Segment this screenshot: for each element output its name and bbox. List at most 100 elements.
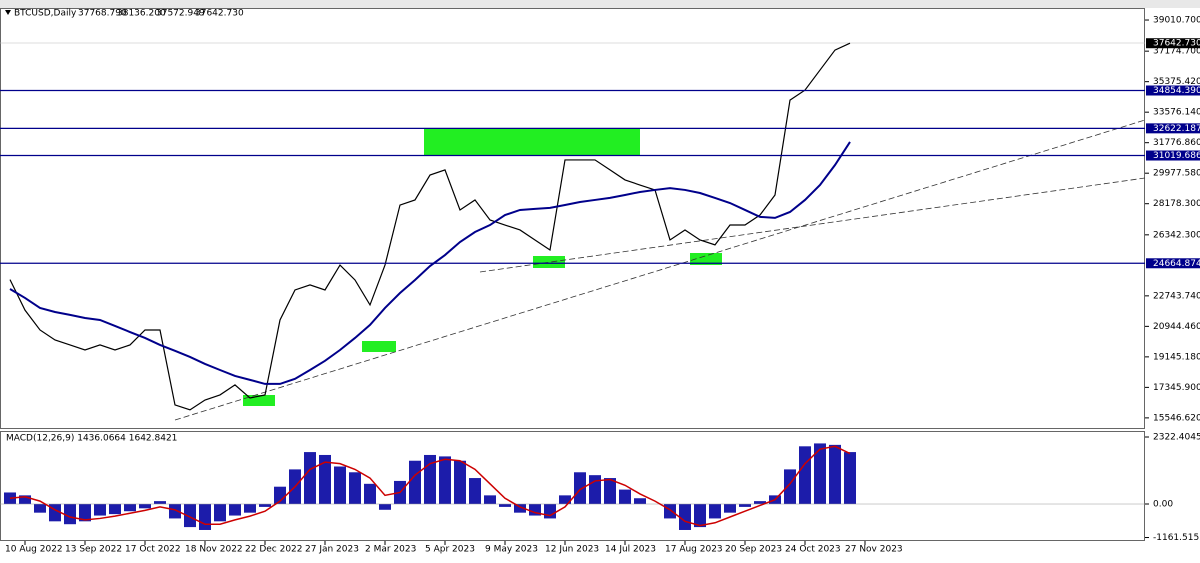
macd-bar bbox=[124, 504, 136, 512]
zone bbox=[424, 128, 640, 155]
x-tick-label: 22 Dec 2022 bbox=[245, 545, 303, 555]
macd-bar bbox=[619, 489, 631, 505]
x-tick-label: 13 Sep 2022 bbox=[65, 545, 122, 555]
level-label: 24664.874 bbox=[1153, 259, 1200, 269]
macd-bar bbox=[574, 472, 586, 505]
level-label: 31019.686 bbox=[1153, 151, 1200, 161]
trendline bbox=[174, 119, 1146, 421]
macd-bar bbox=[634, 498, 646, 505]
x-tick-label: 14 Jul 2023 bbox=[605, 545, 656, 555]
macd-bar bbox=[514, 504, 526, 513]
macd-bar bbox=[799, 446, 811, 505]
macd-bar bbox=[229, 504, 241, 516]
macd-title: MACD(12,26,9) 1436.0664 1642.8421 bbox=[6, 434, 177, 444]
y-tick-label: 0.00 bbox=[1153, 500, 1173, 510]
macd-bar bbox=[79, 504, 91, 522]
tab-bar bbox=[0, 0, 1200, 8]
macd-bar bbox=[199, 504, 211, 530]
y-tick-label: -1161.5153 bbox=[1153, 533, 1200, 543]
macd-bar bbox=[64, 504, 76, 525]
y-tick-label: 17345.900 bbox=[1153, 383, 1200, 393]
y-tick-label: 37174.700 bbox=[1153, 47, 1200, 57]
macd-bar bbox=[34, 504, 46, 513]
macd-bar bbox=[604, 478, 616, 505]
macd-bar bbox=[664, 504, 676, 519]
macd-bar bbox=[739, 504, 751, 507]
y-tick-label: 29977.580 bbox=[1153, 169, 1200, 179]
trendline bbox=[479, 177, 1146, 273]
macd-bar bbox=[244, 504, 256, 513]
menu-arrow bbox=[5, 10, 11, 15]
macd-bar bbox=[724, 504, 736, 513]
last-price-label: 37642.730 bbox=[1153, 39, 1200, 49]
y-tick-label: 31776.860 bbox=[1153, 138, 1200, 148]
macd-bar bbox=[709, 504, 721, 519]
level-label-box bbox=[1146, 150, 1200, 161]
y-tick-label: 15546.620 bbox=[1153, 413, 1200, 423]
y-tick-label: 35375.420 bbox=[1153, 77, 1200, 87]
open: 37768.790 bbox=[78, 9, 127, 19]
macd-bar bbox=[829, 444, 841, 505]
x-tick-label: 17 Aug 2023 bbox=[665, 545, 723, 555]
macd-bar bbox=[19, 495, 31, 505]
x-tick-label: 9 May 2023 bbox=[485, 545, 538, 555]
x-tick-label: 20 Sep 2023 bbox=[725, 545, 782, 555]
macd-bar bbox=[184, 504, 196, 528]
y-tick-label: 33576.140 bbox=[1153, 108, 1200, 118]
x-tick-label: 18 Nov 2022 bbox=[185, 545, 243, 555]
macd-bar bbox=[379, 504, 391, 510]
macd-bar bbox=[214, 504, 226, 522]
macd-bar bbox=[109, 504, 121, 515]
macd-bar bbox=[349, 472, 361, 505]
level-label-box bbox=[1146, 123, 1200, 134]
macd-bar bbox=[409, 460, 421, 505]
zones bbox=[243, 128, 722, 406]
close: 37642.730 bbox=[195, 9, 244, 19]
y-tick-label: 39010.700 bbox=[1153, 16, 1200, 26]
macd-bar bbox=[364, 483, 376, 505]
x-tick-label: 27 Jan 2023 bbox=[305, 545, 359, 555]
macd-bar bbox=[499, 504, 511, 507]
series-line bbox=[9, 141, 851, 385]
macd-bar bbox=[424, 454, 436, 505]
low: 37572.949 bbox=[156, 9, 205, 19]
y-tick-label: 28178.300 bbox=[1153, 199, 1200, 209]
x-tick-label: 10 Aug 2022 bbox=[5, 545, 63, 555]
level-label-box bbox=[1146, 85, 1200, 96]
x-tick-label: 24 Oct 2023 bbox=[785, 545, 841, 555]
macd-bar bbox=[439, 456, 451, 505]
y-tick-label: 2322.4045 bbox=[1153, 433, 1200, 443]
price-panel bbox=[0, 8, 1145, 429]
y-tick-label: 20944.460 bbox=[1153, 322, 1200, 332]
macd-bar bbox=[154, 501, 166, 505]
x-tick-label: 5 Apr 2023 bbox=[425, 545, 475, 555]
zone bbox=[690, 253, 722, 265]
macd-bar bbox=[469, 478, 481, 505]
macd-bar bbox=[589, 475, 601, 505]
layer bbox=[9, 42, 851, 411]
macd-bar bbox=[679, 504, 691, 530]
macd-bar bbox=[754, 501, 766, 505]
x-tick-label: 17 Oct 2022 bbox=[125, 545, 181, 555]
y-tick-label: 26342.300 bbox=[1153, 230, 1200, 240]
zone bbox=[362, 341, 396, 352]
y-tick-label: 22743.740 bbox=[1153, 291, 1200, 301]
level-label: 32622.187 bbox=[1153, 124, 1200, 134]
series-line bbox=[9, 445, 851, 527]
x-tick-label: 27 Nov 2023 bbox=[845, 545, 903, 555]
macd-bar bbox=[484, 495, 496, 505]
macd-bar bbox=[529, 504, 541, 516]
level-label-box bbox=[1146, 258, 1200, 269]
macd-bar bbox=[784, 469, 796, 505]
macd-bar bbox=[259, 504, 271, 507]
zone bbox=[533, 256, 565, 268]
macd-bar bbox=[559, 495, 571, 505]
macd-panel bbox=[0, 431, 1145, 541]
series-line bbox=[9, 42, 851, 411]
high: 38136.200 bbox=[117, 9, 166, 19]
macd-bar bbox=[694, 504, 706, 528]
x-tick-label: 12 Jun 2023 bbox=[545, 545, 599, 555]
macd-bar bbox=[814, 443, 826, 505]
x-tick-label: 2 Mar 2023 bbox=[365, 545, 416, 555]
